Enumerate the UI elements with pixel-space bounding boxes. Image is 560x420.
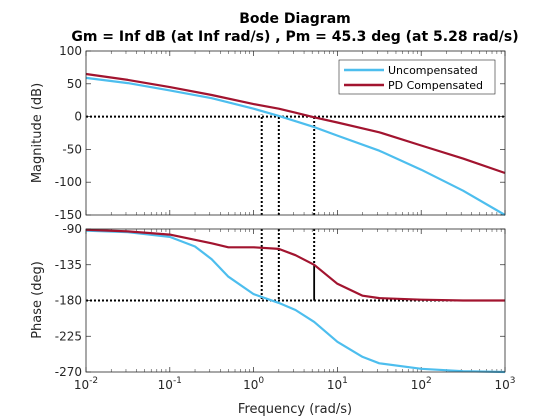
phase-y-tick-label: -225	[55, 329, 82, 343]
phase-marks	[85, 228, 506, 374]
x-tick-label: 103	[494, 376, 515, 392]
x-tick-label: 100	[243, 376, 264, 392]
magnitude-y-axis-label: Magnitude (dB)	[30, 83, 45, 183]
phase-y-axis-label: Phase (deg)	[30, 261, 45, 339]
magnitude-marks	[85, 50, 506, 216]
magnitude-y-tick-label: 0	[74, 110, 82, 124]
phase-y-tick-label: -180	[55, 294, 82, 308]
magnitude-series-uncompensated	[85, 76, 506, 216]
magnitude-y-tick-label: -50	[62, 142, 82, 156]
phase-series-uncompensated	[85, 229, 506, 374]
x-axis-label: Frequency (rad/s)	[238, 402, 352, 417]
phase-series-pd-compensated	[85, 228, 505, 302]
phase-y-tick-label: -135	[55, 258, 82, 272]
magnitude-y-tick-label: -100	[55, 175, 82, 189]
legend: Uncompensated PD Compensated	[338, 59, 496, 95]
x-tick-label: 101	[327, 376, 348, 392]
phase-panel: Phase (deg)	[30, 228, 506, 374]
chart-subtitle: Gm = Inf dB (at Inf rad/s) , Pm = 45.3 d…	[71, 29, 518, 45]
phase-y-tick-label: -90	[62, 222, 82, 236]
legend-label-pd-compensated: PD Compensated	[388, 79, 483, 92]
magnitude-y-tick-label: -150	[55, 208, 82, 222]
x-tick-label: 10-1	[158, 376, 182, 392]
legend-label-uncompensated: Uncompensated	[388, 64, 478, 77]
magnitude-panel: Magnitude (dB) Uncompensated PD Compensa…	[30, 50, 506, 216]
legend-box	[338, 59, 496, 95]
x-tick-label: 10-2	[74, 376, 98, 392]
phase-axes-box	[85, 228, 506, 373]
x-tick-label: 102	[411, 376, 432, 392]
magnitude-series-pd-compensated	[85, 72, 506, 175]
magnitude-y-tick-label: 100	[59, 44, 82, 58]
magnitude-y-tick-label: 50	[67, 77, 82, 91]
phase-y-tick-label: -270	[55, 365, 82, 379]
magnitude-axes-box	[85, 50, 506, 216]
chart-title: Bode Diagram	[239, 11, 351, 27]
